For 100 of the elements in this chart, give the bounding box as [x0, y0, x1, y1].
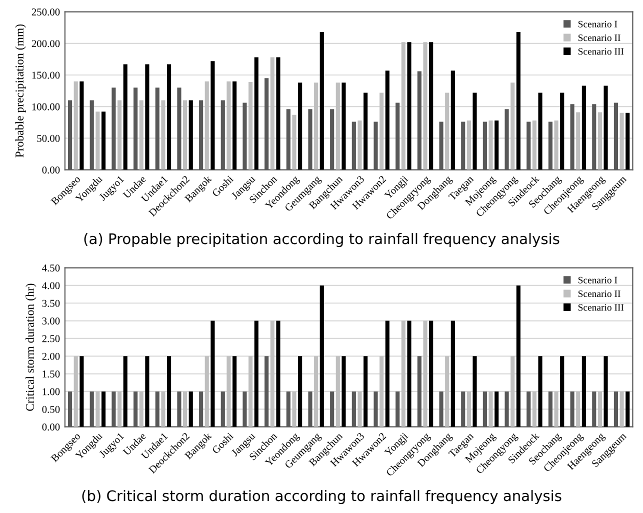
bar: [166, 64, 172, 170]
legend-label: Scenario III: [578, 48, 624, 55]
y-tick-label: 200.00: [32, 40, 60, 48]
bar: [429, 42, 434, 170]
bar: [423, 320, 428, 427]
legend-label: Scenario I: [578, 20, 618, 28]
bar: [336, 356, 340, 427]
bar: [560, 356, 564, 427]
bar: [336, 82, 340, 170]
bar: [385, 320, 390, 427]
bar: [123, 356, 128, 427]
bar: [254, 57, 258, 170]
bar: [380, 356, 384, 427]
bar: [538, 356, 542, 427]
bar: [320, 32, 324, 170]
bar: [358, 120, 362, 170]
bar: [74, 356, 78, 427]
bar: [488, 120, 493, 170]
y-tick-label: 1.50: [42, 370, 60, 378]
bar: [248, 82, 253, 170]
y-tick-label: 2.00: [42, 352, 60, 360]
bar: [532, 391, 536, 427]
bar: [472, 356, 477, 427]
bar: [494, 120, 499, 170]
bar: [385, 70, 390, 170]
bar: [582, 86, 586, 170]
bar: [554, 120, 558, 170]
bar: [576, 391, 580, 427]
bar: [183, 100, 188, 170]
legend-label: Scenario I: [578, 276, 618, 284]
bar: [620, 391, 624, 427]
bar: [139, 100, 144, 170]
bar: [145, 64, 150, 170]
bar: [96, 391, 100, 427]
bar: [380, 92, 384, 170]
bar: [80, 356, 84, 427]
bar: [314, 82, 318, 170]
bar: [292, 114, 296, 170]
bar: [118, 100, 122, 170]
bar: [101, 391, 106, 427]
bar: [510, 82, 515, 170]
bar: [320, 285, 324, 427]
y-tick-label: 150.00: [32, 72, 60, 79]
bar: [226, 81, 231, 170]
y-tick-label: 4.00: [42, 282, 60, 290]
bar: [445, 92, 450, 170]
bar: [407, 42, 412, 170]
y-tick-label: 1.00: [42, 388, 60, 396]
bar: [604, 86, 608, 170]
bar: [582, 356, 586, 427]
bar: [232, 356, 237, 427]
bar: [145, 356, 150, 427]
legend-label: Scenario II: [578, 34, 620, 42]
bar: [560, 92, 564, 170]
bar: [626, 112, 630, 170]
bar: [604, 356, 608, 427]
bar: [101, 112, 106, 170]
bar: [276, 57, 280, 170]
bar: [188, 391, 193, 427]
y-tick-label: 100.00: [32, 103, 60, 110]
bar: [576, 112, 580, 170]
legend-label: Scenario II: [578, 290, 620, 298]
y-tick-label: 0.50: [42, 406, 60, 413]
bar: [494, 391, 499, 427]
bar: [139, 391, 144, 427]
bar: [96, 112, 100, 170]
bar: [516, 32, 520, 170]
y-tick-label: 0.00: [42, 424, 60, 431]
bar: [626, 391, 630, 427]
bar: [74, 81, 78, 170]
bar: [232, 81, 237, 170]
bar: [248, 356, 253, 427]
text: (a) Propable precipitation according to rainfall frequency analysis: [84, 232, 560, 248]
y-axis-title: Probable precipitation (mm): [15, 24, 26, 158]
y-tick-label: 3.50: [42, 300, 60, 307]
bar: [188, 100, 193, 170]
bar: [620, 112, 624, 170]
legend-label: Scenario III: [578, 304, 624, 311]
bar: [314, 356, 318, 427]
y-tick-label: 250.00: [32, 8, 60, 16]
y-tick-label: 4.50: [42, 264, 60, 272]
bar: [254, 320, 258, 427]
bar: [342, 356, 346, 427]
bar: [401, 42, 406, 170]
bar: [123, 64, 128, 170]
bar: [450, 70, 455, 170]
bar: [466, 391, 471, 427]
text: (b) Critical storm duration according to rainfall frequency analysis: [82, 490, 562, 504]
bar: [466, 120, 471, 170]
bar: [210, 61, 215, 170]
bar: [292, 391, 296, 427]
bar: [598, 391, 602, 427]
bar: [450, 320, 455, 427]
bar: [516, 285, 520, 427]
bar: [472, 92, 477, 170]
bar: [407, 320, 412, 427]
y-tick-label: 2.50: [42, 335, 60, 342]
bar: [358, 391, 362, 427]
bar: [270, 57, 274, 170]
bar: [210, 320, 215, 427]
